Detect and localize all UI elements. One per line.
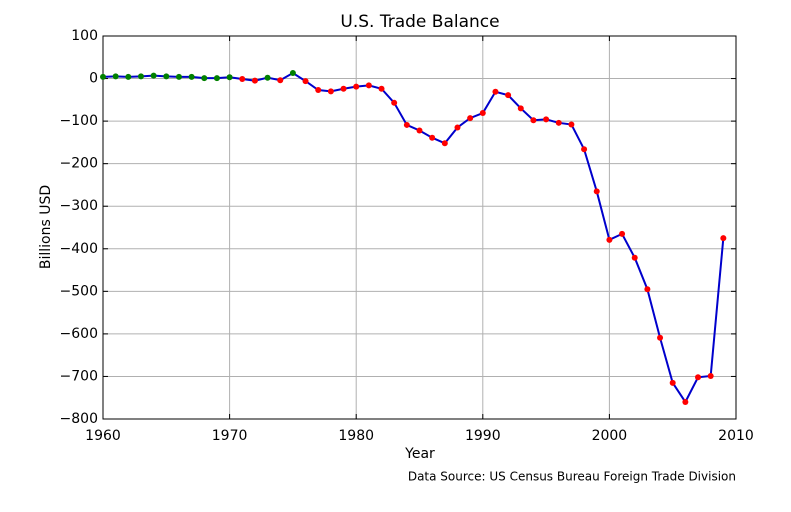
data-point: [125, 73, 132, 80]
data-point: [277, 77, 284, 84]
data-point: [530, 117, 537, 124]
data-point: [555, 119, 562, 126]
chart-title: U.S. Trade Balance: [340, 12, 499, 32]
x-tick-label: 2010: [718, 428, 754, 444]
data-point: [707, 373, 714, 380]
data-point: [150, 72, 157, 79]
x-tick-label: 1980: [338, 428, 374, 444]
data-point: [188, 73, 195, 80]
data-point: [315, 87, 322, 94]
source-note: Data Source: US Census Bureau Foreign Tr…: [408, 470, 736, 484]
data-point: [657, 334, 664, 341]
data-point: [682, 398, 689, 405]
y-tick-label: −100: [60, 113, 98, 129]
data-point: [720, 235, 727, 242]
data-point: [163, 73, 170, 80]
data-point: [429, 134, 436, 141]
data-point: [606, 236, 613, 243]
data-point: [327, 88, 334, 95]
data-point: [505, 92, 512, 99]
data-point: [201, 75, 208, 82]
y-tick-label: −600: [60, 326, 98, 342]
x-tick-label: 1960: [85, 428, 121, 444]
data-point: [302, 78, 309, 85]
data-point: [251, 77, 258, 84]
data-point: [340, 85, 347, 92]
data-point: [100, 73, 106, 80]
data-point: [365, 82, 372, 89]
data-point: [289, 70, 296, 77]
y-axis-label: Billions USD: [38, 185, 54, 269]
data-point: [543, 116, 550, 123]
data-point: [631, 254, 638, 261]
data-point: [137, 73, 144, 80]
data-point: [391, 99, 398, 106]
data-point: [378, 85, 385, 92]
x-tick-label: 2000: [592, 428, 628, 444]
data-point: [568, 121, 575, 128]
x-axis-label: Year: [404, 446, 435, 462]
y-tick-label: −700: [60, 368, 98, 384]
y-tick-label: −500: [60, 283, 98, 299]
data-line: [102, 71, 725, 404]
y-tick-label: 0: [89, 71, 98, 87]
y-tick-label: 100: [71, 28, 98, 44]
data-point: [403, 121, 410, 128]
data-point: [175, 73, 182, 80]
data-point: [695, 374, 702, 381]
data-point: [112, 73, 119, 80]
data-point: [467, 115, 474, 122]
data-point: [517, 105, 524, 112]
data-point: [441, 140, 448, 147]
data-point: [479, 110, 486, 117]
data-point: [454, 124, 461, 131]
data-point: [239, 75, 246, 82]
y-tick-label: −300: [60, 198, 98, 214]
data-point: [593, 188, 600, 195]
y-tick-label: −400: [60, 241, 98, 257]
x-tick-label: 1970: [212, 428, 248, 444]
data-point: [619, 230, 626, 237]
x-tick-label: 1990: [465, 428, 501, 444]
data-point: [353, 83, 360, 90]
y-tick-label: −800: [60, 411, 98, 427]
plot-frame: [102, 35, 737, 420]
y-tick-label: −200: [60, 156, 98, 172]
data-point: [669, 379, 676, 386]
data-point: [581, 146, 588, 153]
data-point: [213, 75, 220, 82]
data-point: [492, 88, 499, 95]
data-point: [226, 74, 233, 81]
data-point: [264, 74, 271, 81]
data-point: [416, 127, 423, 134]
data-point: [644, 286, 651, 293]
